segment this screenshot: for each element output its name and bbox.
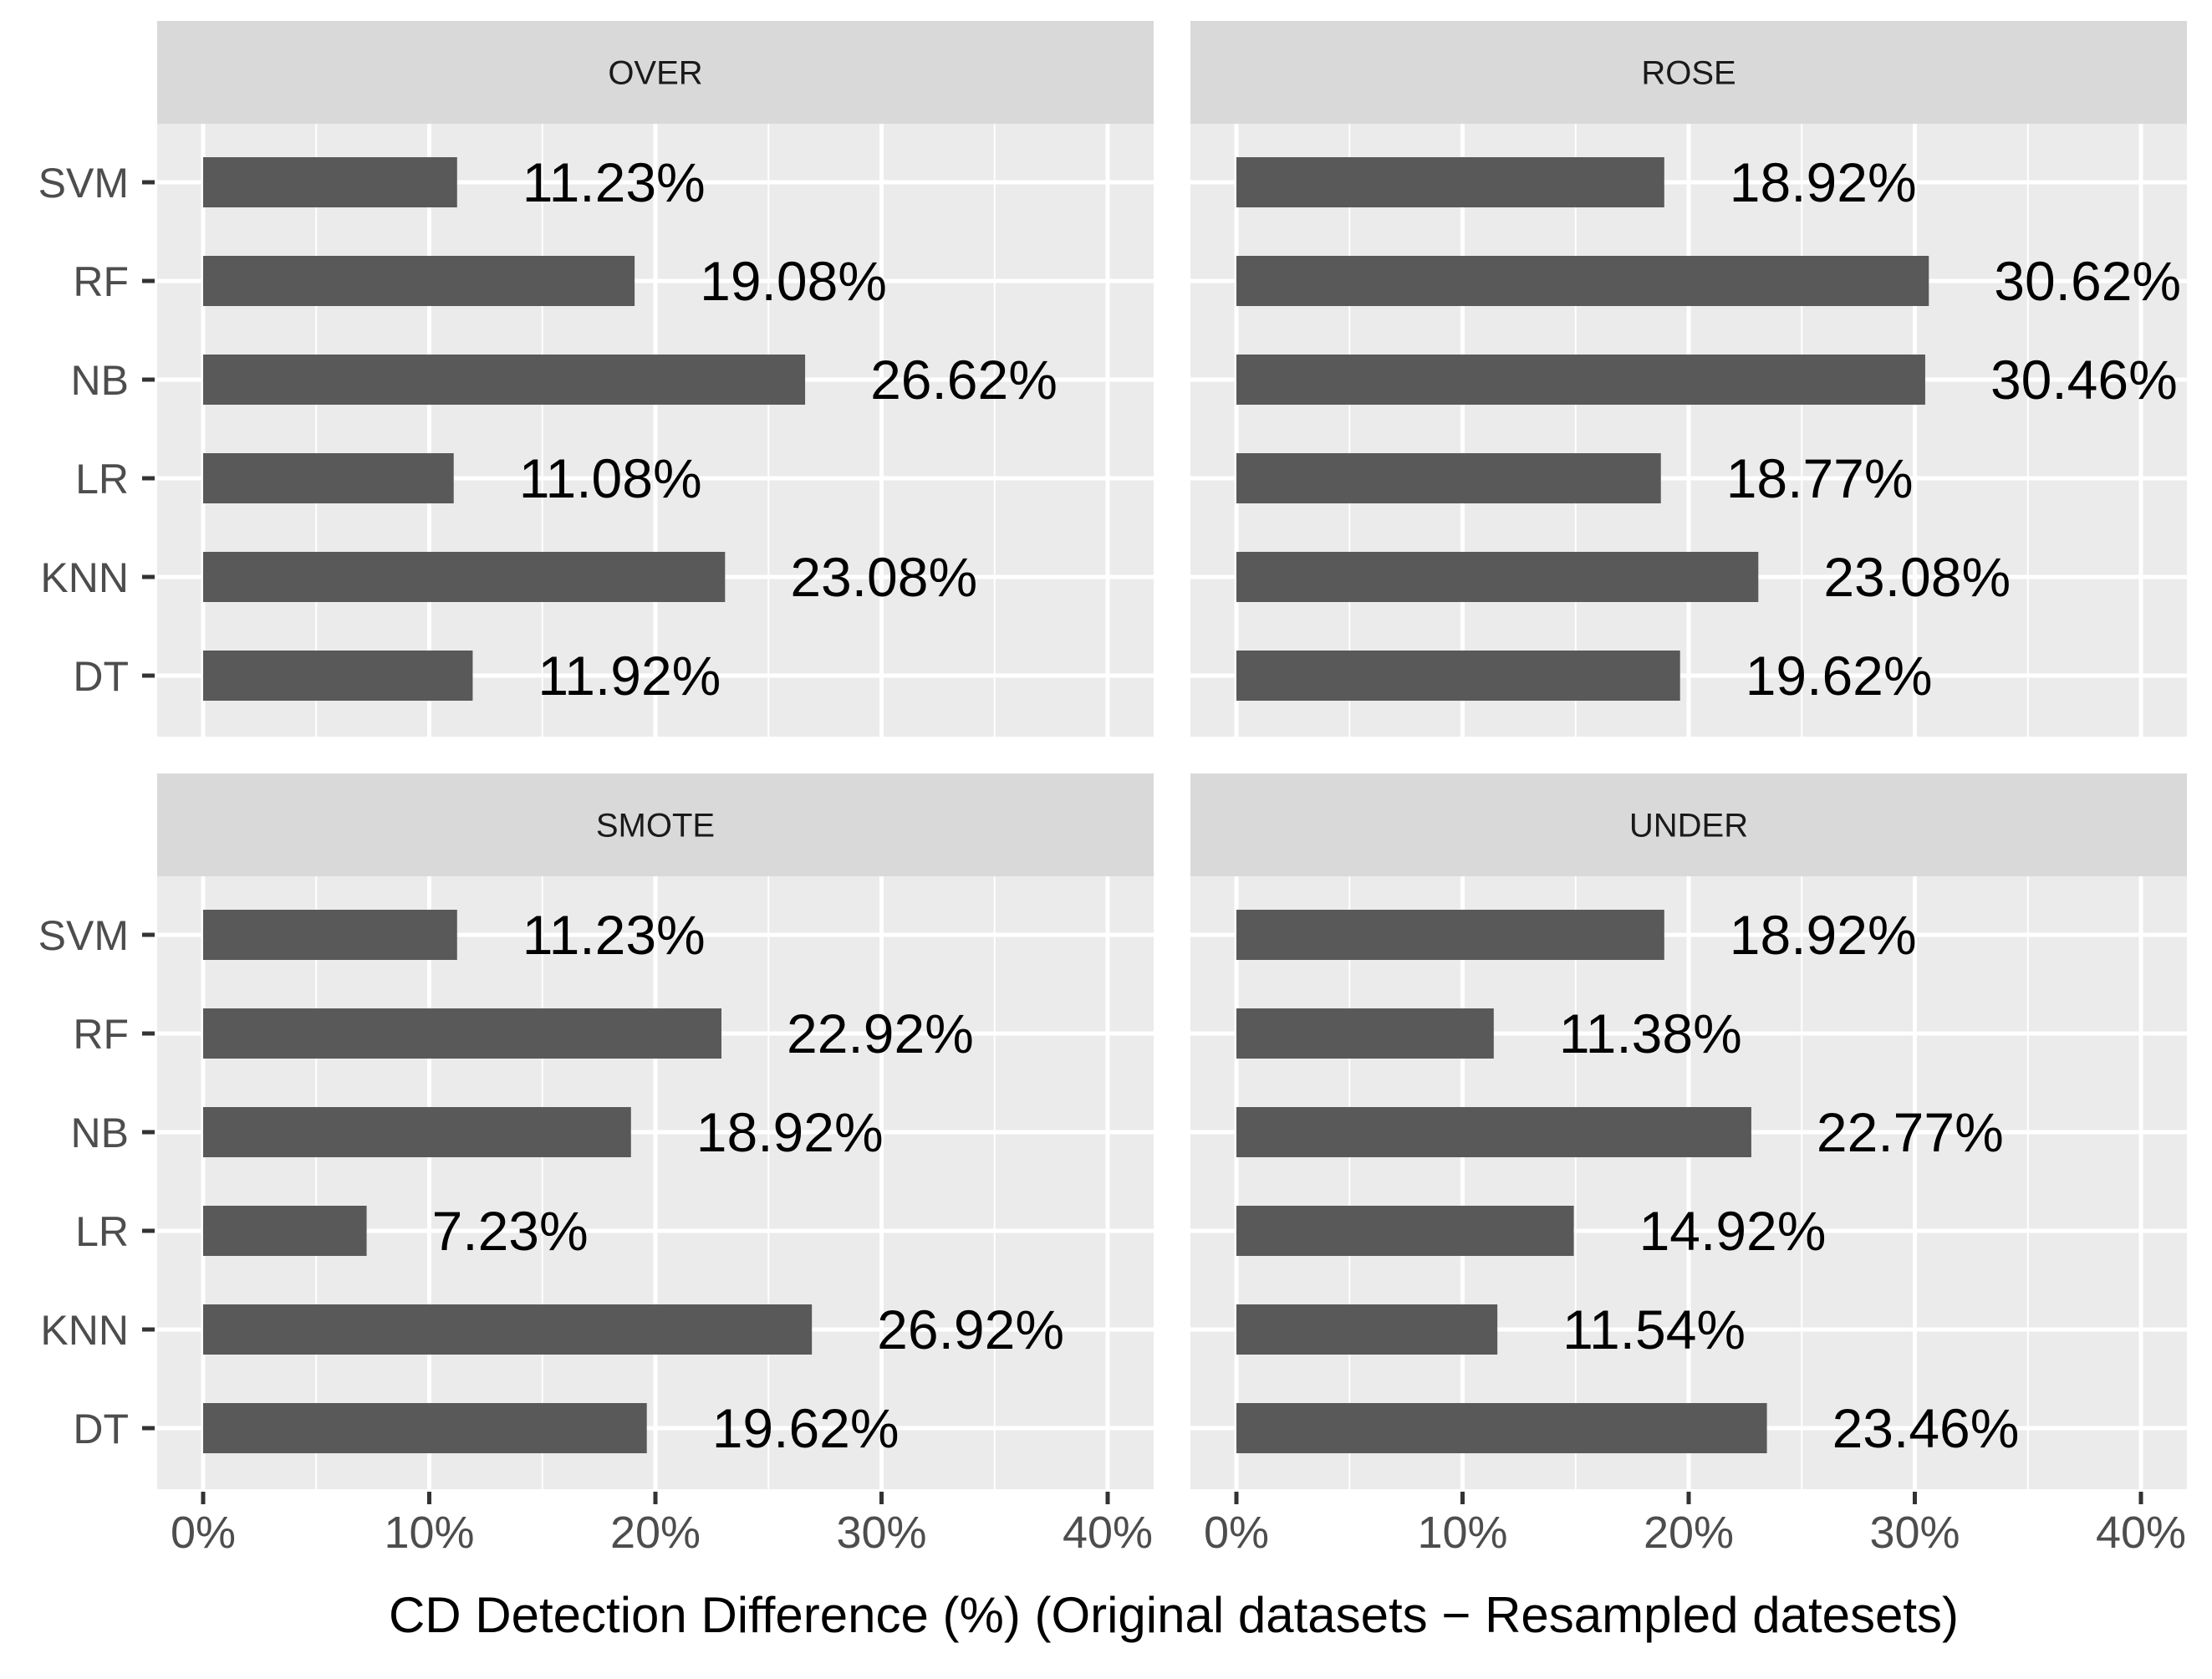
facet-strip-label: OVER <box>608 55 702 92</box>
x-tick-label: 0% <box>171 1508 236 1558</box>
data-label: 19.62% <box>1746 645 1933 707</box>
y-tick-label: RF <box>73 258 129 305</box>
y-tick-label: NB <box>71 357 129 404</box>
y-tick-label: RF <box>73 1011 129 1058</box>
data-label: 11.54% <box>1562 1299 1746 1360</box>
y-tick-label: LR <box>75 456 129 503</box>
data-label: 14.92% <box>1639 1200 1827 1262</box>
panel-rose: ROSE 18.92% 30.62% 30.46% 18.77% 23.08% 19.62% <box>1190 21 2187 737</box>
panels-layer: OVER 11.23% 19.08% 26.62% 11.08% 23.08% 11.92%… <box>38 21 2187 1558</box>
data-label: 30.46% <box>1990 349 2178 411</box>
bar-rf <box>1236 1008 1494 1059</box>
data-label: 22.92% <box>787 1003 974 1064</box>
bar-rf <box>1236 256 1929 306</box>
x-tick-label: 20% <box>610 1508 701 1558</box>
bar-dt <box>1236 1403 1767 1453</box>
y-tick-label: NB <box>71 1110 129 1156</box>
y-tick-label: KNN <box>40 1307 129 1354</box>
panel-over: OVER 11.23% 19.08% 26.62% 11.08% 23.08% 11.92%… <box>38 21 1154 737</box>
data-label: 18.77% <box>1726 447 1914 509</box>
data-label: 19.62% <box>712 1397 900 1459</box>
bar-dt <box>1236 651 1680 701</box>
data-label: 19.08% <box>700 250 887 312</box>
y-tick-label: DT <box>73 1406 129 1452</box>
bar-dt <box>203 651 473 701</box>
bar-lr <box>203 453 454 503</box>
bar-nb <box>203 355 806 405</box>
data-label: 18.92% <box>1730 151 1917 213</box>
data-label: 11.23% <box>522 151 706 213</box>
bar-knn <box>1236 1304 1498 1355</box>
data-label: 11.92% <box>538 645 721 707</box>
bar-rf <box>203 1008 721 1059</box>
bar-svm <box>1236 157 1664 207</box>
data-label: 11.38% <box>1559 1003 1742 1064</box>
data-label: 26.92% <box>877 1299 1064 1360</box>
facet-strip-label: SMOTE <box>596 808 715 845</box>
x-tick-label: 30% <box>836 1508 926 1558</box>
facet-strip <box>1190 21 2187 124</box>
bar-lr <box>1236 1206 1574 1256</box>
y-tick-label: SVM <box>38 160 129 207</box>
facet-strip <box>157 773 1154 876</box>
bar-svm <box>203 157 457 207</box>
data-label: 23.46% <box>1832 1397 2020 1459</box>
data-label: 18.92% <box>1730 904 1917 966</box>
data-label: 11.08% <box>519 447 702 509</box>
bar-nb <box>1236 355 1925 405</box>
facet-strip-label: ROSE <box>1641 55 1735 92</box>
x-axis-title: CD Detection Difference (%) (Original da… <box>389 1587 1959 1643</box>
x-tick-label: 40% <box>2096 1508 2186 1558</box>
axis-layer: CD Detection Difference (%) (Original da… <box>389 1587 1959 1643</box>
bar-nb <box>1236 1107 1751 1157</box>
y-tick-label: SVM <box>38 912 129 959</box>
facet-strip-label: UNDER <box>1629 808 1748 845</box>
x-tick-label: 10% <box>384 1508 474 1558</box>
bar-knn <box>203 552 726 602</box>
x-tick-label: 0% <box>1204 1508 1269 1558</box>
facet-strip <box>157 21 1154 124</box>
bar-lr <box>203 1206 367 1256</box>
data-label: 23.08% <box>790 546 977 608</box>
bar-lr <box>1236 453 1661 503</box>
bar-svm <box>203 910 457 960</box>
bar-knn <box>1236 552 1759 602</box>
panel-smote: SMOTE 11.23% 22.92% 18.92% 7.23% 26.92% 19.62%… <box>38 773 1154 1558</box>
bar-dt <box>203 1403 647 1453</box>
y-tick-label: LR <box>75 1208 129 1255</box>
panel-under: UNDER 18.92% 11.38% 22.77% 14.92% 11.54% 23.46… <box>1190 773 2187 1558</box>
data-label: 22.77% <box>1817 1101 2004 1163</box>
data-label: 11.23% <box>522 904 706 966</box>
x-tick-label: 20% <box>1644 1508 1734 1558</box>
data-label: 30.62% <box>1994 250 2181 312</box>
data-label: 23.08% <box>1823 546 2011 608</box>
data-label: 7.23% <box>432 1200 589 1262</box>
facet-strip <box>1190 773 2187 876</box>
y-tick-label: DT <box>73 653 129 700</box>
bar-nb <box>203 1107 631 1157</box>
data-label: 26.62% <box>870 349 1058 411</box>
bar-svm <box>1236 910 1664 960</box>
x-tick-label: 10% <box>1417 1508 1507 1558</box>
data-label: 18.92% <box>696 1101 884 1163</box>
bar-rf <box>203 256 635 306</box>
y-tick-label: KNN <box>40 554 129 601</box>
bar-knn <box>203 1304 813 1355</box>
x-tick-label: 40% <box>1063 1508 1153 1558</box>
x-tick-label: 30% <box>1869 1508 1960 1558</box>
